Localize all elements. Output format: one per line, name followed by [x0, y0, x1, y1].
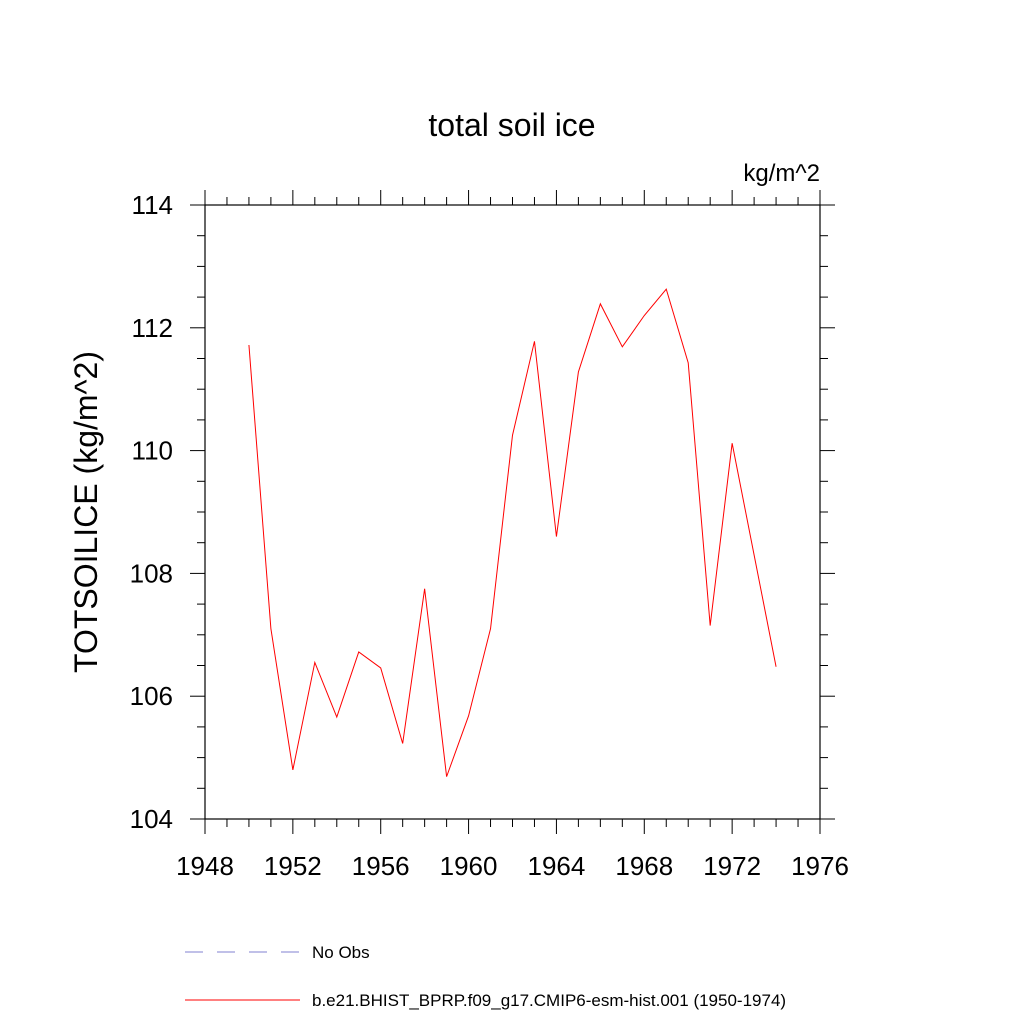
y-tick-label: 108 — [130, 558, 173, 588]
y-axis-title: TOTSOILICE (kg/m^2) — [68, 351, 104, 673]
x-tick-label: 1972 — [703, 851, 761, 881]
y-tick-label: 110 — [132, 436, 173, 466]
x-tick-label: 1960 — [440, 851, 498, 881]
legend: No Obs b.e21.BHIST_BPRP.f09_g17.CMIP6-esm… — [185, 943, 786, 1010]
x-tick-label: 1952 — [264, 851, 322, 881]
chart-title: total soil ice — [428, 107, 595, 143]
x-tick-label: 1968 — [615, 851, 673, 881]
x-tick-label: 1948 — [176, 851, 234, 881]
y-tick-label: 114 — [132, 190, 173, 220]
legend-entry-label: b.e21.BHIST_BPRP.f09_g17.CMIP6-esm-hist.… — [312, 991, 786, 1010]
plot-frame — [204, 204, 821, 820]
plot-frame-border — [204, 204, 821, 820]
units-label: kg/m^2 — [743, 160, 820, 187]
y-axis-ticks: 104 106 108 110 112 114 — [130, 190, 835, 834]
y-tick-label: 104 — [130, 804, 173, 834]
data-series-group — [248, 288, 777, 777]
x-tick-label: 1964 — [528, 851, 586, 881]
x-tick-label: 1956 — [352, 851, 410, 881]
y-tick-label: 106 — [130, 681, 173, 711]
series-line — [248, 288, 777, 777]
legend-entry-label: No Obs — [312, 943, 370, 962]
x-tick-label: 1976 — [791, 851, 849, 881]
x-axis-ticks: 1948 1952 1956 1960 1964 1968 1972 1976 — [176, 190, 849, 881]
y-tick-label: 112 — [132, 313, 173, 343]
